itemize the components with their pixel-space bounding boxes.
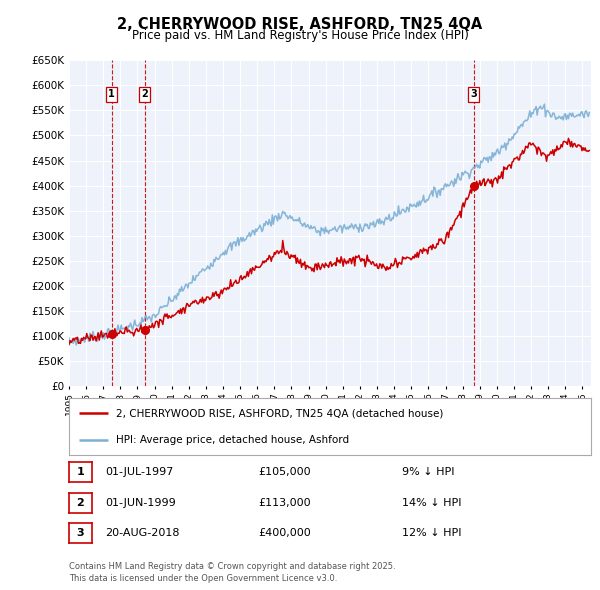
Text: 2, CHERRYWOOD RISE, ASHFORD, TN25 4QA (detached house): 2, CHERRYWOOD RISE, ASHFORD, TN25 4QA (d…: [116, 408, 443, 418]
Text: Price paid vs. HM Land Registry's House Price Index (HPI): Price paid vs. HM Land Registry's House …: [131, 30, 469, 42]
Text: 9% ↓ HPI: 9% ↓ HPI: [402, 467, 455, 477]
Text: Contains HM Land Registry data © Crown copyright and database right 2025.
This d: Contains HM Land Registry data © Crown c…: [69, 562, 395, 583]
Text: 20-AUG-2018: 20-AUG-2018: [105, 529, 179, 538]
Text: 2: 2: [141, 90, 148, 100]
Text: 1: 1: [109, 90, 115, 100]
Text: 1: 1: [77, 467, 84, 477]
Text: 3: 3: [470, 90, 477, 100]
Text: HPI: Average price, detached house, Ashford: HPI: Average price, detached house, Ashf…: [116, 435, 349, 445]
Text: 2: 2: [77, 498, 84, 507]
Text: 14% ↓ HPI: 14% ↓ HPI: [402, 498, 461, 507]
Text: 01-JUN-1999: 01-JUN-1999: [105, 498, 176, 507]
Text: 12% ↓ HPI: 12% ↓ HPI: [402, 529, 461, 538]
Text: £400,000: £400,000: [258, 529, 311, 538]
Text: 3: 3: [77, 529, 84, 538]
Text: £113,000: £113,000: [258, 498, 311, 507]
Text: £105,000: £105,000: [258, 467, 311, 477]
Text: 01-JUL-1997: 01-JUL-1997: [105, 467, 173, 477]
Text: 2, CHERRYWOOD RISE, ASHFORD, TN25 4QA: 2, CHERRYWOOD RISE, ASHFORD, TN25 4QA: [118, 17, 482, 31]
